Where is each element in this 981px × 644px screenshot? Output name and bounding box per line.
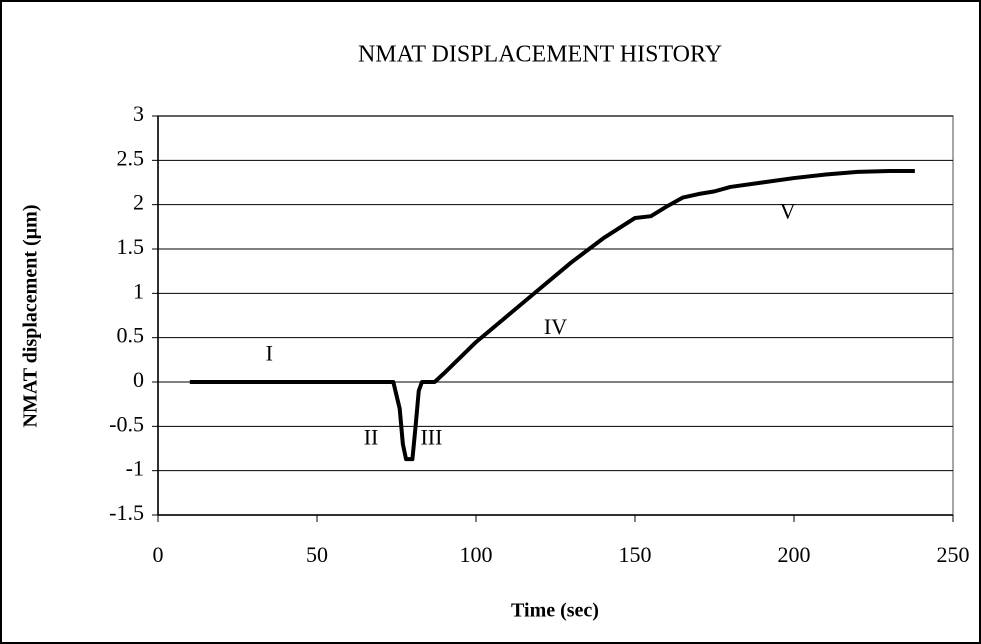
y-tick-label: 1 [133,278,144,303]
x-axis-label: Time (sec) [511,600,599,622]
annotation: II [364,425,379,450]
x-tick-label: 250 [937,542,970,567]
x-tick-label: 200 [778,542,811,567]
chart-title: NMAT DISPLACEMENT HISTORY [358,42,722,68]
y-tick-label: 0.5 [117,323,145,348]
annotation: V [780,199,796,224]
x-tick-label: 50 [306,542,328,567]
y-tick-label: 1.5 [117,234,145,259]
y-tick-label: 2 [133,190,144,215]
x-tick-label: 0 [153,542,164,567]
y-tick-label: 2.5 [117,145,145,170]
y-tick-label: -1.5 [109,500,144,525]
data-line [189,168,915,462]
y-tick-label: 0 [133,367,144,392]
annotation: I [266,340,273,365]
y-tick-label: -0.5 [109,411,144,436]
y-tick-label: -1 [126,456,144,481]
annotation: III [420,425,442,450]
x-tick-label: 100 [460,542,493,567]
annotation: IV [544,314,567,339]
x-tick-label: 150 [619,542,652,567]
y-axis-label: NMAT displacement (µm) [20,205,42,428]
y-tick-label: 3 [133,101,144,126]
